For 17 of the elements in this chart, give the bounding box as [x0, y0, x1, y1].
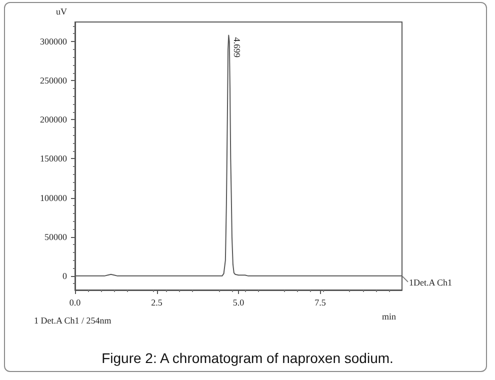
y-tick-label: 0 — [62, 270, 68, 281]
y-tick-label: 250000 — [40, 76, 68, 86]
annotation: 4.699 — [232, 37, 242, 58]
x-axis-title: min — [382, 312, 396, 322]
x-tick-label: 2.5 — [151, 298, 163, 308]
text: 1 Det.A Ch1 / 254nm — [34, 316, 112, 326]
x-tick-label: 7.5 — [314, 298, 326, 308]
y-tick-label: 50000 — [44, 232, 68, 242]
x-tick-label: 5.0 — [232, 298, 245, 308]
y-axis-title: uV — [56, 6, 68, 16]
annotation: 1Det.A Ch1 — [409, 277, 452, 288]
y-tick-label: 100000 — [40, 192, 68, 203]
y-tick-label: 300000 — [40, 36, 68, 47]
y-tick-label: 150000 — [40, 154, 68, 164]
text: Figure 2: A chromatogram of naproxen sodium. — [102, 350, 394, 366]
x-tick-label: 0.0 — [69, 298, 82, 308]
y-tick-label: 200000 — [40, 114, 68, 125]
